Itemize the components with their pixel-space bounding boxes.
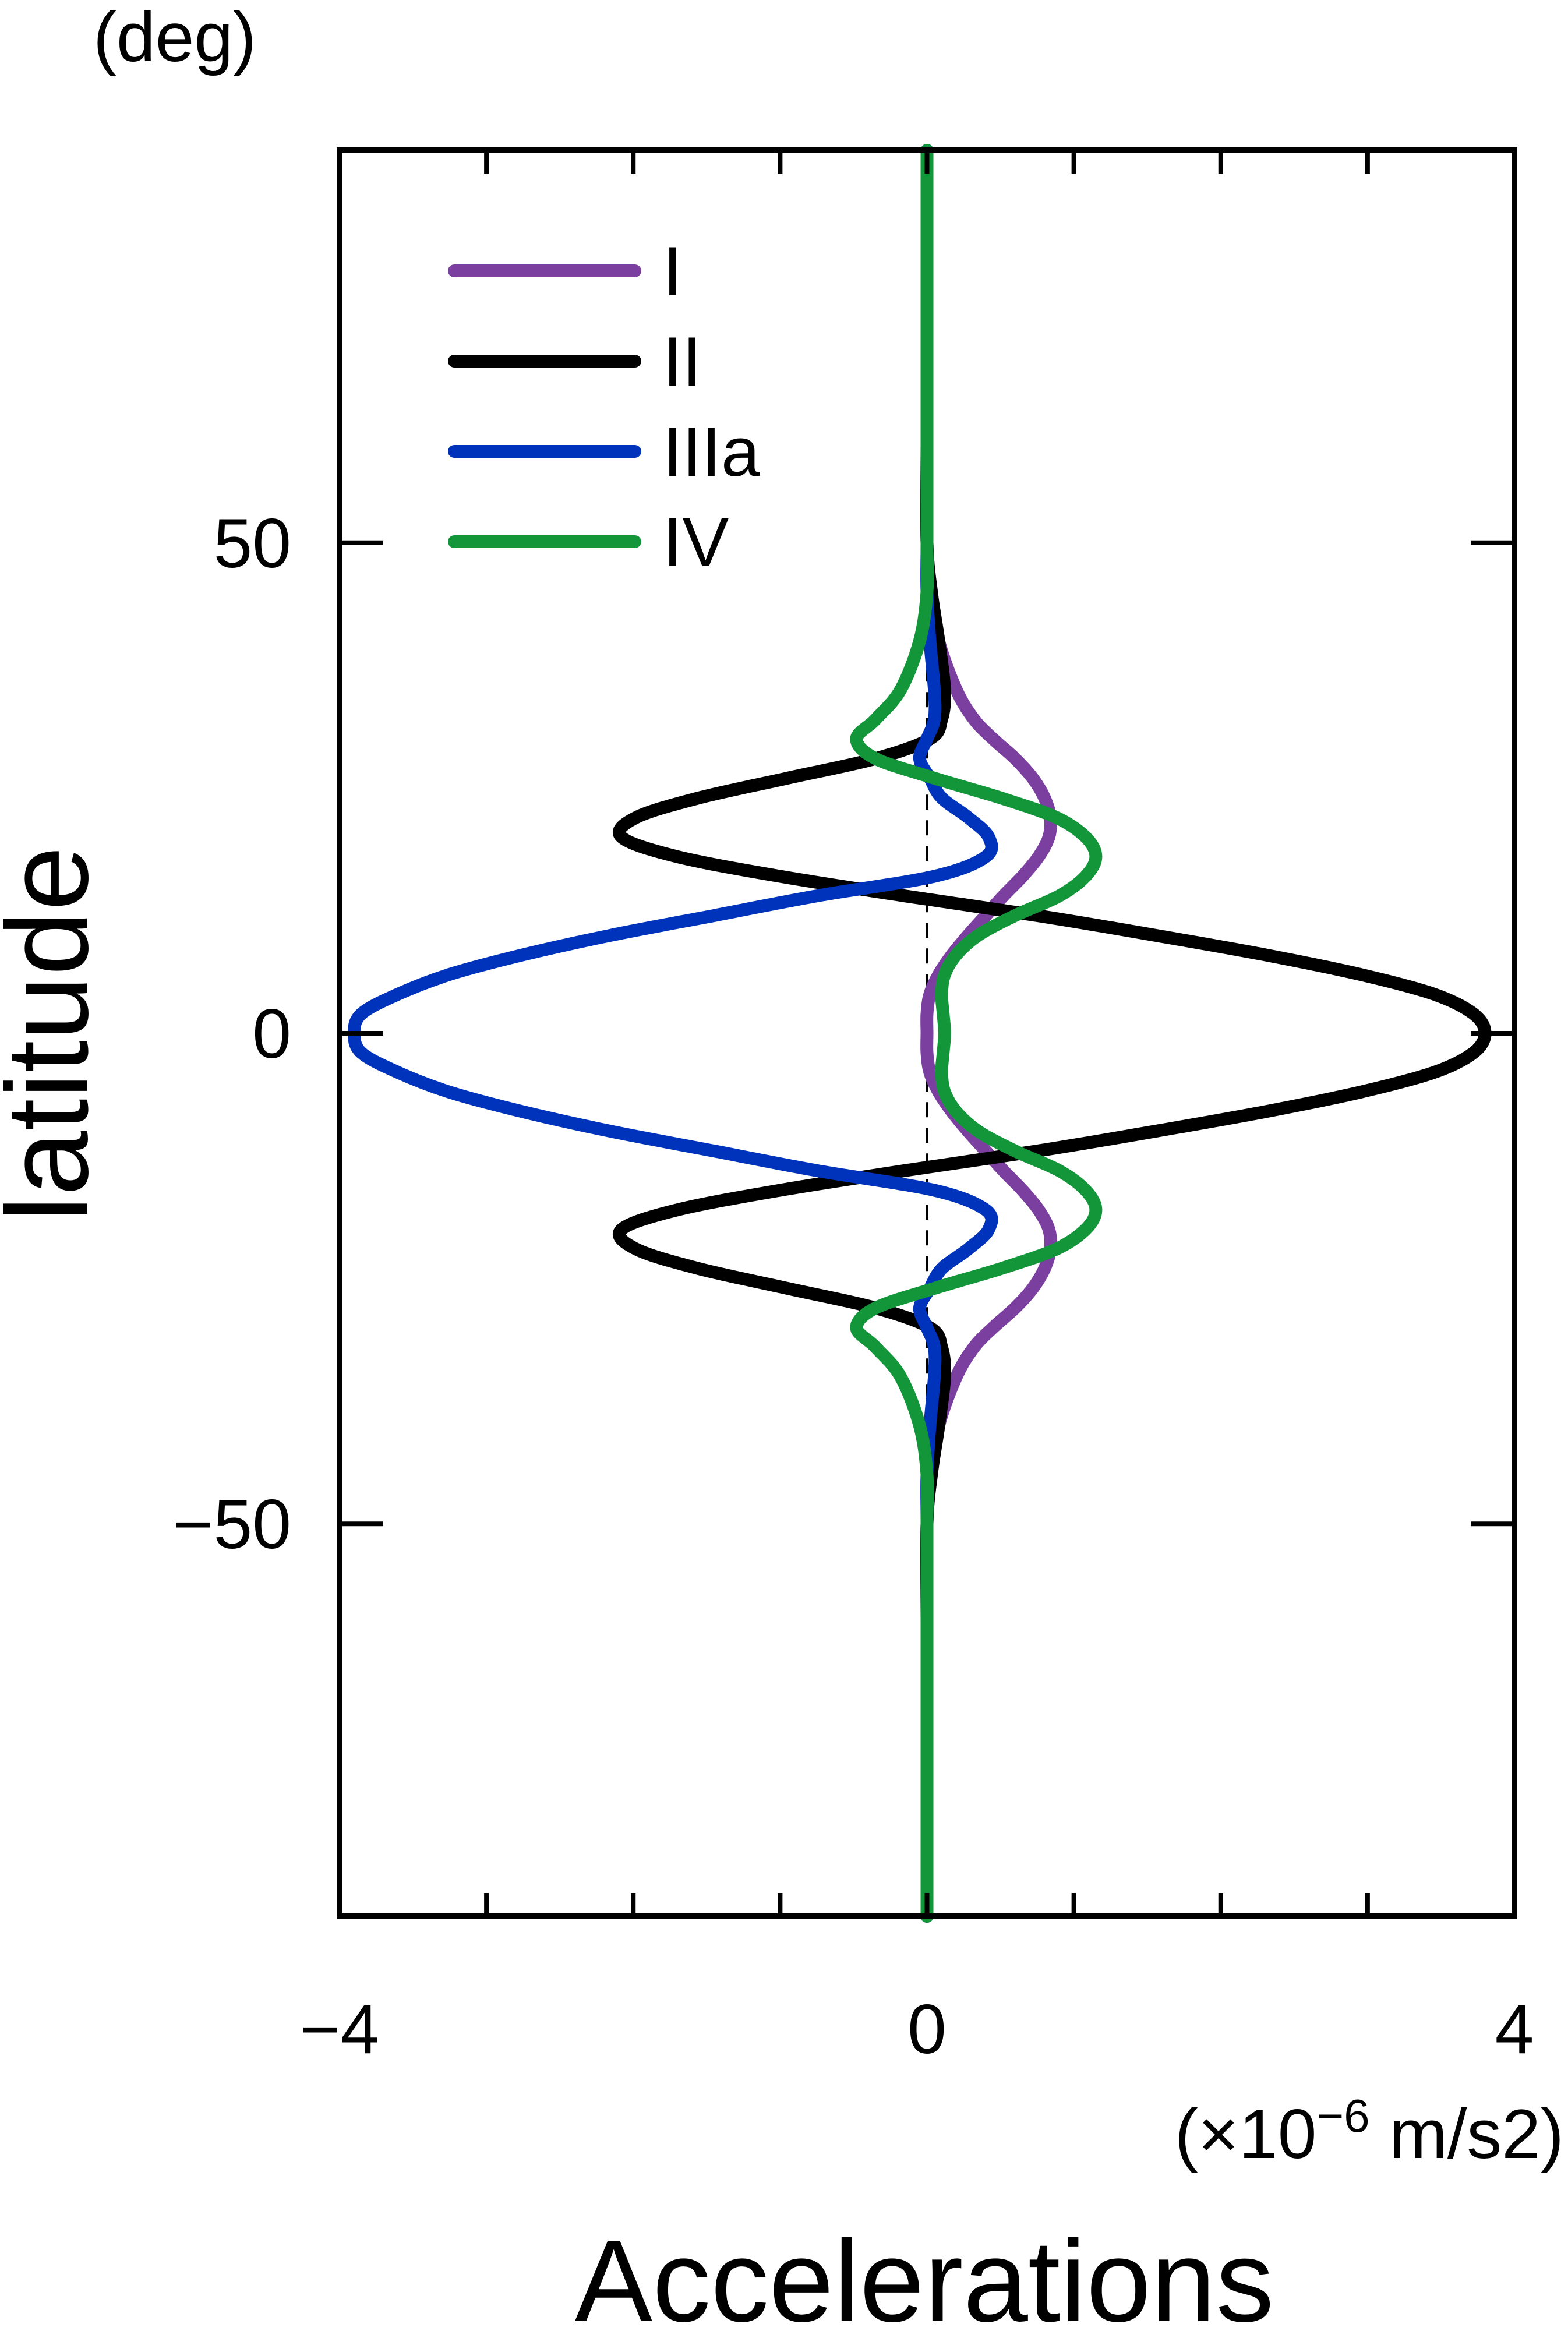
x-unit-exponent: −6 bbox=[1316, 2090, 1369, 2142]
legend-label-3: IV bbox=[663, 503, 729, 581]
x-unit-prefix: (×10 bbox=[1175, 2095, 1317, 2173]
y-tick-label: 50 bbox=[214, 504, 291, 582]
y-tick-label: 0 bbox=[252, 995, 291, 1073]
x-tick-label: −4 bbox=[300, 1990, 380, 2068]
series-lines bbox=[348, 144, 1492, 1923]
x-unit-label: (×10−6 m/s2) bbox=[1175, 2090, 1564, 2173]
x-tick-label: 0 bbox=[907, 1990, 947, 2068]
legend-label-2: IIIa bbox=[663, 413, 760, 491]
legend-label-0: I bbox=[663, 232, 682, 310]
x-axis-title: Accelerations bbox=[575, 2216, 1274, 2331]
x-tick-label: 4 bbox=[1495, 1990, 1534, 2068]
y-axis-title: latitude bbox=[0, 846, 112, 1222]
y-tick-label: −50 bbox=[172, 1485, 291, 1563]
legend-label-1: II bbox=[663, 323, 702, 401]
axis-ticks: −4 0 4 −50 0 50 bbox=[172, 150, 1534, 2068]
y-unit-label: (deg) bbox=[93, 0, 256, 76]
series-line-3 bbox=[850, 144, 1103, 1923]
x-unit-suffix: m/s2) bbox=[1370, 2095, 1564, 2173]
